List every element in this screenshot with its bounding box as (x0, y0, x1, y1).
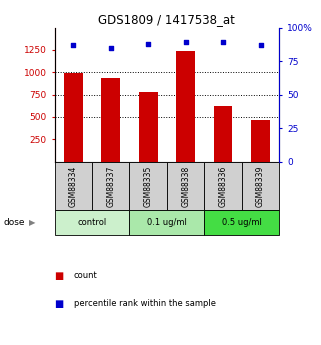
Bar (129, 210, 204, 235)
Bar (242, 161, 279, 210)
Bar (139, 92, 158, 161)
Text: ■: ■ (55, 299, 64, 308)
Point (146, 41, 151, 47)
Bar (176, 51, 195, 161)
Point (108, 45, 113, 50)
Text: 0.1 ug/ml: 0.1 ug/ml (147, 218, 187, 227)
Text: GSM88338: GSM88338 (181, 165, 190, 207)
Bar (251, 120, 270, 161)
Text: percentile rank within the sample: percentile rank within the sample (74, 299, 216, 308)
Text: GSM88334: GSM88334 (69, 165, 78, 207)
Point (71, 42, 76, 48)
Bar (64, 73, 83, 161)
Point (258, 42, 263, 48)
Text: ■: ■ (55, 271, 64, 281)
Text: dose: dose (3, 218, 25, 227)
Bar (214, 106, 232, 161)
Point (221, 40, 226, 45)
Bar (101, 78, 120, 161)
Point (183, 40, 188, 45)
Text: count: count (74, 272, 98, 280)
Text: ▶: ▶ (29, 218, 35, 227)
Bar (129, 161, 167, 210)
Title: GDS1809 / 1417538_at: GDS1809 / 1417538_at (99, 13, 235, 27)
Bar (55, 161, 92, 210)
Text: control: control (77, 218, 107, 227)
Text: GSM88336: GSM88336 (219, 165, 228, 207)
Bar (92, 161, 129, 210)
Text: GSM88335: GSM88335 (144, 165, 153, 207)
Text: 0.5 ug/ml: 0.5 ug/ml (222, 218, 262, 227)
Bar (55, 210, 129, 235)
Bar (204, 161, 242, 210)
Bar (167, 161, 204, 210)
Text: GSM88337: GSM88337 (106, 165, 115, 207)
Text: GSM88339: GSM88339 (256, 165, 265, 207)
Bar (204, 210, 279, 235)
